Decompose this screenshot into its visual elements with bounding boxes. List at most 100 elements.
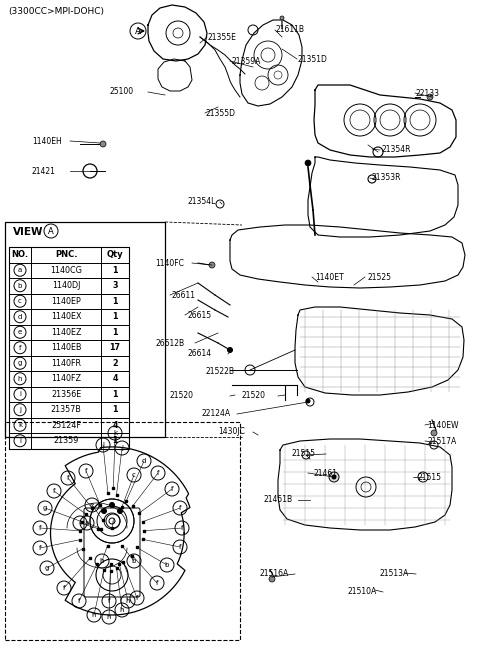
- Text: f: f: [136, 595, 138, 601]
- Text: d: d: [142, 458, 146, 464]
- Text: 1140FC: 1140FC: [155, 259, 184, 267]
- Text: k: k: [113, 430, 117, 436]
- Text: 1140FZ: 1140FZ: [51, 374, 81, 383]
- Text: 21522B: 21522B: [205, 367, 234, 375]
- Text: 1140ET: 1140ET: [315, 272, 344, 282]
- Text: b: b: [165, 562, 169, 568]
- Text: A: A: [135, 26, 141, 35]
- Text: 21359A: 21359A: [231, 56, 260, 66]
- Text: f: f: [53, 488, 55, 494]
- Text: 4: 4: [112, 421, 118, 430]
- Text: 21353R: 21353R: [372, 174, 401, 183]
- Text: 17: 17: [109, 343, 120, 352]
- Text: l: l: [19, 438, 21, 443]
- Text: 21461: 21461: [313, 468, 337, 477]
- Text: f: f: [171, 486, 173, 492]
- Circle shape: [209, 262, 215, 268]
- Text: NO.: NO.: [12, 250, 29, 259]
- Text: g: g: [43, 505, 47, 511]
- Text: 2: 2: [112, 359, 118, 367]
- Text: 1: 1: [112, 328, 118, 337]
- Text: c: c: [18, 298, 22, 305]
- Circle shape: [118, 508, 122, 514]
- Text: PNC.: PNC.: [55, 250, 77, 259]
- Text: b: b: [18, 283, 22, 289]
- Text: 21354R: 21354R: [382, 145, 411, 155]
- Text: 1140FR: 1140FR: [51, 359, 81, 367]
- Bar: [5, 422, 240, 640]
- Text: 1: 1: [112, 405, 118, 414]
- Text: 21611B: 21611B: [276, 26, 305, 35]
- Text: f: f: [108, 598, 110, 604]
- Circle shape: [269, 576, 275, 582]
- Circle shape: [332, 475, 336, 479]
- Text: 1140EZ: 1140EZ: [51, 328, 81, 337]
- Circle shape: [101, 508, 107, 514]
- Text: 1: 1: [112, 266, 118, 274]
- Text: 1: 1: [112, 297, 118, 306]
- Text: l: l: [102, 442, 104, 448]
- Text: f: f: [39, 525, 41, 531]
- Text: d: d: [18, 314, 22, 320]
- Text: 1140CG: 1140CG: [50, 266, 82, 274]
- Circle shape: [228, 348, 232, 352]
- Text: 26615: 26615: [187, 310, 211, 320]
- Text: f: f: [39, 545, 41, 551]
- Text: 21355D: 21355D: [206, 109, 236, 117]
- Text: g: g: [45, 565, 49, 571]
- Bar: [5, 222, 165, 437]
- Text: 22133: 22133: [416, 88, 440, 98]
- Text: a: a: [85, 520, 89, 526]
- Text: 21359: 21359: [53, 436, 79, 445]
- Circle shape: [431, 430, 437, 436]
- Text: f: f: [181, 525, 183, 531]
- Text: A: A: [48, 227, 54, 236]
- Text: 21351D: 21351D: [298, 54, 328, 64]
- Text: 1140EX: 1140EX: [51, 312, 81, 321]
- Circle shape: [280, 16, 284, 20]
- Text: h: h: [92, 612, 96, 618]
- Text: f: f: [78, 598, 80, 604]
- Text: 26614: 26614: [187, 350, 211, 358]
- Text: b: b: [132, 558, 136, 564]
- Text: 21515: 21515: [417, 472, 441, 481]
- Text: 21525: 21525: [367, 272, 391, 282]
- Text: f: f: [156, 580, 158, 586]
- Text: 26612B: 26612B: [155, 339, 184, 348]
- Text: 21357B: 21357B: [50, 405, 82, 414]
- Text: f: f: [179, 544, 181, 550]
- Text: a: a: [18, 267, 22, 273]
- Text: i: i: [79, 520, 81, 526]
- Text: f: f: [179, 505, 181, 511]
- Text: 21354L: 21354L: [188, 198, 216, 206]
- Text: 21520: 21520: [241, 392, 265, 400]
- Text: 25124F: 25124F: [51, 421, 81, 430]
- Text: 26611: 26611: [172, 291, 196, 299]
- Text: l: l: [112, 518, 114, 524]
- Text: 1430JC: 1430JC: [218, 428, 245, 436]
- Bar: [9, 247, 129, 449]
- Text: 1140DJ: 1140DJ: [52, 281, 80, 290]
- Text: 1140EH: 1140EH: [32, 136, 62, 145]
- Text: f: f: [63, 585, 65, 591]
- Text: 21510A: 21510A: [348, 588, 377, 597]
- Text: 21421: 21421: [32, 166, 56, 176]
- Text: f: f: [85, 468, 87, 474]
- Text: 1140EW: 1140EW: [427, 421, 458, 430]
- Circle shape: [427, 94, 433, 100]
- Text: 22124A: 22124A: [202, 409, 231, 419]
- Text: f: f: [19, 345, 21, 350]
- Text: (3300CC>MPI-DOHC): (3300CC>MPI-DOHC): [8, 7, 104, 16]
- Text: 21356E: 21356E: [51, 390, 81, 399]
- Text: 21355E: 21355E: [208, 33, 237, 41]
- Circle shape: [109, 502, 115, 508]
- Text: 4: 4: [112, 374, 118, 383]
- Text: h: h: [107, 614, 111, 620]
- Text: k: k: [18, 422, 22, 428]
- Text: e: e: [18, 329, 22, 335]
- Text: 21520: 21520: [170, 392, 194, 400]
- Text: 21517A: 21517A: [427, 436, 456, 445]
- Text: 21515: 21515: [291, 449, 315, 458]
- Text: 1: 1: [112, 312, 118, 321]
- Text: Qty: Qty: [107, 250, 123, 259]
